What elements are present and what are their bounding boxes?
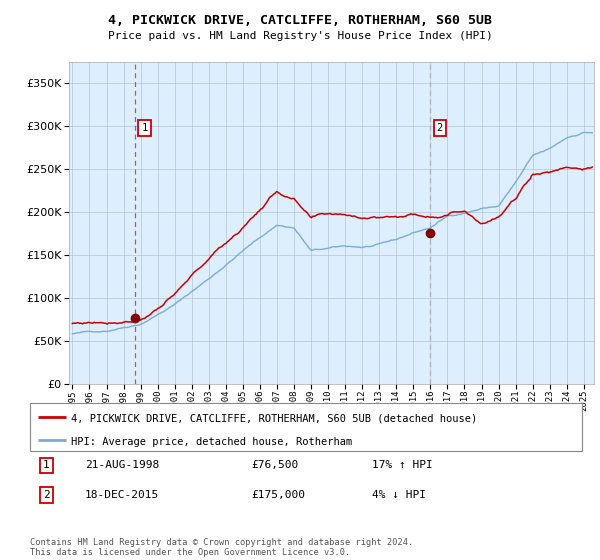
Text: 4% ↓ HPI: 4% ↓ HPI xyxy=(372,490,426,500)
Text: HPI: Average price, detached house, Rotherham: HPI: Average price, detached house, Roth… xyxy=(71,437,353,447)
Text: 2: 2 xyxy=(437,123,443,133)
Text: 21-AUG-1998: 21-AUG-1998 xyxy=(85,460,160,470)
Text: Price paid vs. HM Land Registry's House Price Index (HPI): Price paid vs. HM Land Registry's House … xyxy=(107,31,493,41)
Text: 1: 1 xyxy=(142,123,148,133)
Text: 18-DEC-2015: 18-DEC-2015 xyxy=(85,490,160,500)
FancyBboxPatch shape xyxy=(30,403,582,451)
Text: Contains HM Land Registry data © Crown copyright and database right 2024.
This d: Contains HM Land Registry data © Crown c… xyxy=(30,538,413,557)
Text: £76,500: £76,500 xyxy=(251,460,298,470)
Text: 2: 2 xyxy=(43,490,50,500)
Text: 4, PICKWICK DRIVE, CATCLIFFE, ROTHERHAM, S60 5UB (detached house): 4, PICKWICK DRIVE, CATCLIFFE, ROTHERHAM,… xyxy=(71,413,478,423)
Text: £175,000: £175,000 xyxy=(251,490,305,500)
Text: 1: 1 xyxy=(43,460,50,470)
Text: 4, PICKWICK DRIVE, CATCLIFFE, ROTHERHAM, S60 5UB: 4, PICKWICK DRIVE, CATCLIFFE, ROTHERHAM,… xyxy=(108,14,492,27)
Text: 17% ↑ HPI: 17% ↑ HPI xyxy=(372,460,433,470)
